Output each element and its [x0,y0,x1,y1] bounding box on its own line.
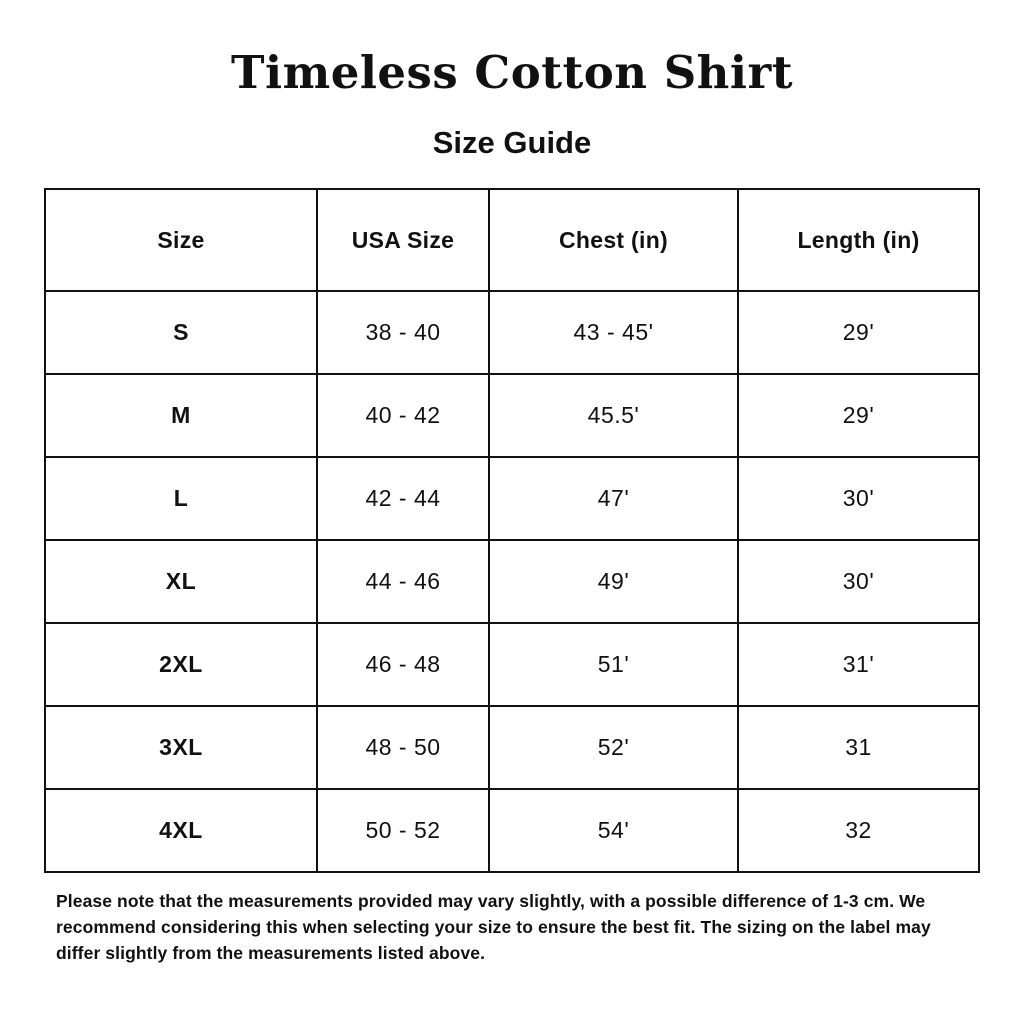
usa-size-cell: 46 - 48 [316,622,490,707]
table-row-xl: XL 44 - 46 49' 30' [44,539,980,624]
usa-size-cell: 44 - 46 [316,539,490,624]
column-header-usa: USA Size [316,188,490,292]
column-header-size: Size [44,188,318,292]
table-row-3xl: 3XL 48 - 50 52' 31 [44,705,980,790]
table-header-row: Size USA Size Chest (in) Length (in) [44,188,980,292]
chest-cell: 43 - 45' [488,290,739,375]
length-cell: 30' [737,539,980,624]
table-row-4xl: 4XL 50 - 52 54' 32 [44,788,980,873]
usa-size-cell: 40 - 42 [316,373,490,458]
chest-cell: 45.5' [488,373,739,458]
chest-cell: 52' [488,705,739,790]
column-header-length: Length (in) [737,188,980,292]
column-header-chest: Chest (in) [488,188,739,292]
table-row-m: M 40 - 42 45.5' 29' [44,373,980,458]
chest-cell: 54' [488,788,739,873]
table-row-l: L 42 - 44 47' 30' [44,456,980,541]
length-cell: 32 [737,788,980,873]
table-row-2xl: 2XL 46 - 48 51' 31' [44,622,980,707]
length-cell: 31' [737,622,980,707]
chest-cell: 47' [488,456,739,541]
size-cell: L [44,456,318,541]
chest-cell: 49' [488,539,739,624]
size-cell: S [44,290,318,375]
size-cell: 3XL [44,705,318,790]
length-cell: 29' [737,373,980,458]
length-cell: 30' [737,456,980,541]
product-title: Timeless Cotton Shirt [231,46,793,99]
size-cell: 4XL [44,788,318,873]
size-guide-heading: Size Guide [432,125,592,160]
size-cell: M [44,373,318,458]
length-cell: 31 [737,705,980,790]
usa-size-cell: 48 - 50 [316,705,490,790]
length-cell: 29' [737,290,980,375]
size-cell: 2XL [44,622,318,707]
usa-size-cell: 38 - 40 [316,290,490,375]
size-cell: XL [44,539,318,624]
measurement-note: Please note that the measurements provid… [56,891,931,963]
size-chart-table: Size USA Size Chest (in) Length (in) S 3… [44,188,980,873]
usa-size-cell: 42 - 44 [316,456,490,541]
chest-cell: 51' [488,622,739,707]
usa-size-cell: 50 - 52 [316,788,490,873]
table-row-s: S 38 - 40 43 - 45' 29' [44,290,980,375]
